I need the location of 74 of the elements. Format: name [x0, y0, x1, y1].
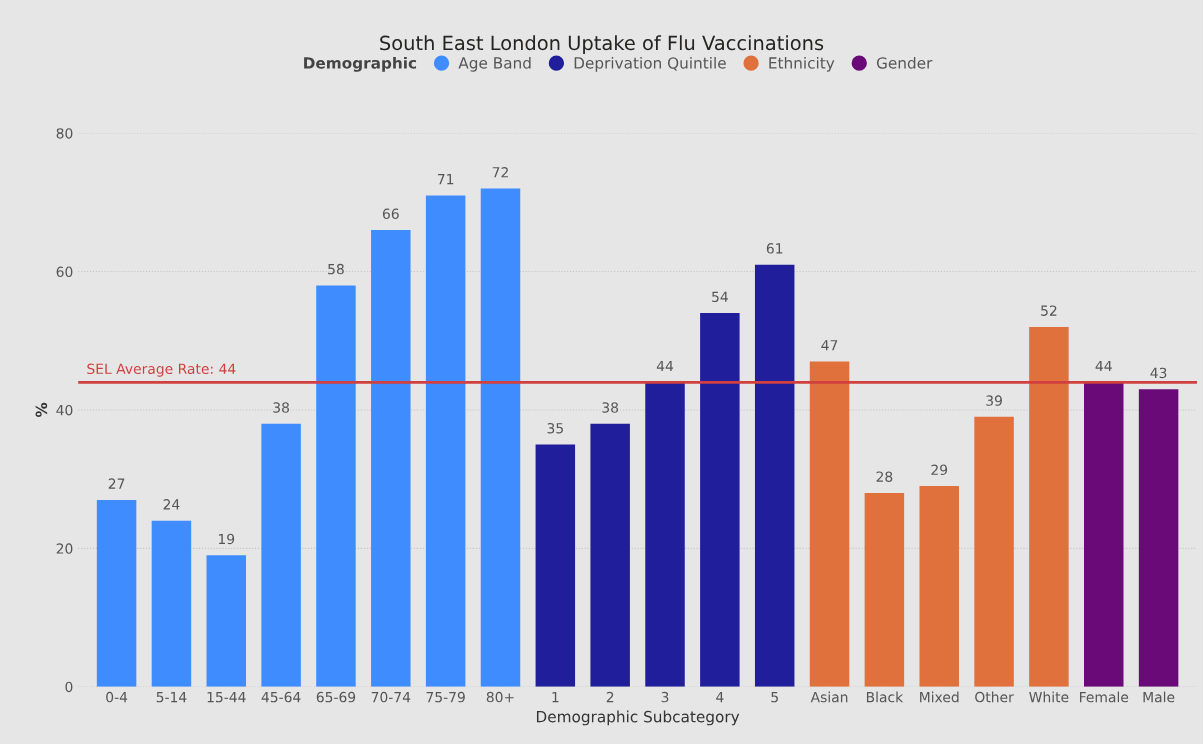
data-label: 24	[163, 499, 180, 510]
bar	[96, 499, 137, 687]
x-tick-label: Black	[866, 691, 904, 703]
legend-title: Demographic	[304, 56, 417, 72]
y-tick-label: 0	[65, 681, 73, 693]
data-label: 66	[382, 208, 399, 220]
bar	[425, 195, 466, 687]
bar	[1084, 382, 1124, 687]
data-label: 54	[712, 291, 728, 303]
y-tick-label: 60	[56, 266, 73, 278]
data-label: 39	[986, 395, 1002, 406]
y-tick-label: 40	[56, 404, 73, 416]
x-tick-label: 5	[771, 692, 778, 703]
x-tick-label: 15-44	[207, 692, 246, 703]
data-label: 61	[766, 243, 783, 254]
data-label: 71	[437, 174, 454, 185]
data-label: 35	[547, 423, 563, 434]
data-label: 28	[876, 471, 893, 482]
bar	[809, 361, 850, 687]
bar	[974, 416, 1014, 687]
x-tick-label: 5-14	[156, 692, 187, 703]
x-tick-label: 0-4	[106, 691, 128, 703]
x-tick-label: 70-74	[371, 691, 411, 703]
legend-label: Age Band	[458, 56, 531, 72]
bar	[754, 264, 795, 687]
bar	[919, 486, 959, 687]
x-tick-label: 3	[661, 691, 669, 703]
x-tick-label: Other	[975, 691, 1014, 703]
legend-label: Deprivation Quintile	[574, 56, 726, 72]
legend-label: Gender	[876, 56, 933, 69]
bar	[371, 230, 411, 687]
bar	[261, 423, 301, 687]
x-tick-label: Male	[1143, 691, 1175, 703]
bar	[151, 520, 192, 687]
bar	[206, 555, 247, 687]
data-label: 58	[328, 263, 344, 275]
data-label: 29	[931, 464, 948, 476]
x-axis-title: Demographic Subcategory	[536, 710, 740, 726]
x-tick-label: Asian	[810, 691, 848, 703]
x-tick-label: White	[1029, 691, 1069, 703]
y-tick-label: 80	[56, 128, 73, 139]
bar	[480, 188, 521, 687]
x-tick-label: 45-64	[261, 691, 301, 703]
data-label: 72	[492, 167, 508, 178]
x-tick-label: 4	[716, 692, 724, 703]
data-label: 52	[1041, 305, 1057, 316]
bar	[590, 423, 630, 687]
data-label: 38	[602, 402, 619, 413]
bar	[316, 285, 356, 687]
x-tick-label: Female	[1080, 691, 1129, 703]
data-label: 38	[273, 402, 289, 413]
chart-title: South East London Uptake of Flu Vaccinations	[380, 35, 824, 55]
y-axis-title: %	[35, 402, 48, 418]
bar	[1029, 326, 1069, 687]
data-label: 27	[108, 478, 125, 489]
x-tick-label: 2	[606, 691, 614, 703]
data-label: 44	[656, 360, 674, 372]
x-tick-label: Mixed	[920, 691, 959, 703]
bar	[535, 444, 576, 687]
bar	[700, 313, 740, 687]
x-tick-label: 80+	[486, 691, 514, 703]
bar	[1138, 389, 1179, 687]
x-tick-label: 65-69	[316, 691, 356, 703]
ref-line-label: SEL Average Rate: 44	[87, 363, 236, 377]
data-label: 19	[218, 533, 235, 545]
x-tick-label: 1	[552, 692, 559, 703]
y-tick-label: 20	[56, 543, 73, 554]
data-label: 47	[821, 340, 838, 351]
data-label: 44	[1095, 360, 1112, 372]
legend-label: Ethnicity	[769, 56, 835, 72]
data-label: 43	[1150, 367, 1167, 379]
bar	[864, 492, 905, 687]
bar	[645, 382, 685, 687]
x-tick-label: 75-79	[426, 691, 465, 703]
